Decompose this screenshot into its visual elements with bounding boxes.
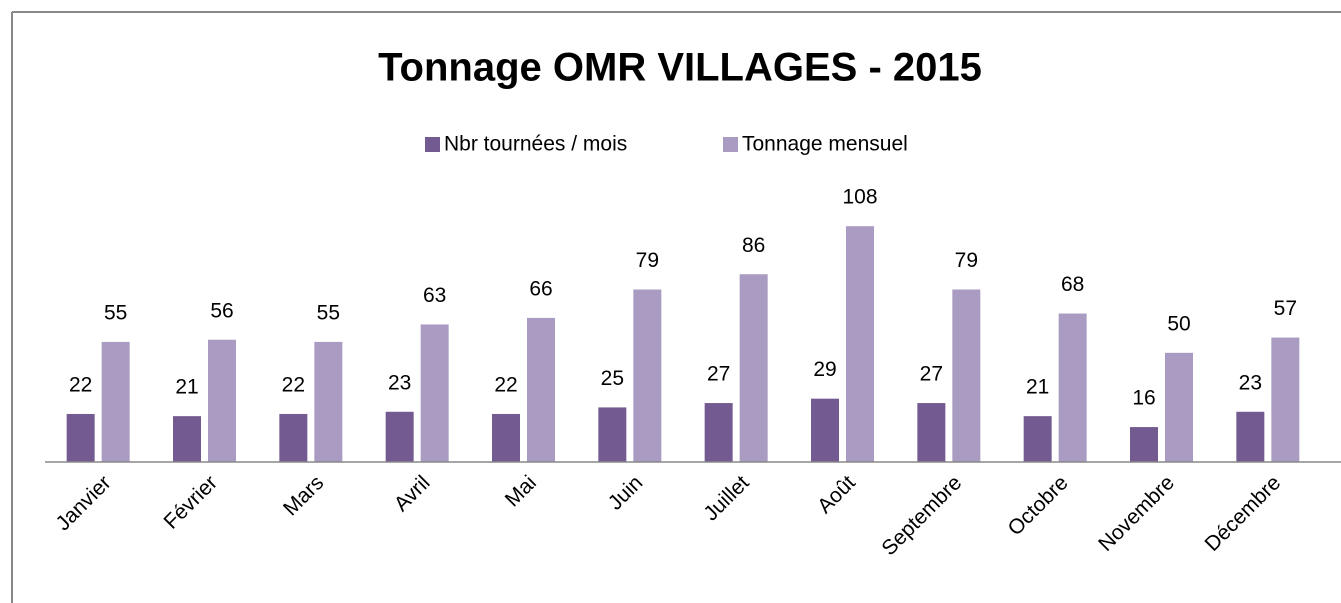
x-tick-label: Mars [279,471,328,520]
value-label: 63 [423,284,446,307]
value-label: 22 [282,374,305,397]
value-label: 22 [494,374,517,397]
bar [917,403,946,462]
bar [704,403,733,462]
x-tick-label: Juin [604,471,648,515]
value-label: 79 [955,249,978,272]
value-label: 23 [1239,371,1262,394]
value-label: 23 [388,371,411,394]
bar [1271,337,1300,462]
value-label: 56 [210,299,233,322]
chart-title: Tonnage OMR VILLAGES - 2015 [378,46,982,90]
value-label: 22 [69,374,92,397]
bar [1130,427,1158,462]
value-label: 27 [920,363,943,386]
x-tick-label: Avril [390,471,435,516]
bar [208,339,236,462]
bar [598,407,627,462]
value-label: 86 [742,234,765,257]
value-label: 55 [317,301,340,324]
bar [101,341,130,462]
value-label: 108 [842,186,877,209]
bar [952,289,981,462]
value-label: 29 [813,358,836,381]
value-label: 50 [1167,312,1190,335]
value-label: 16 [1132,387,1155,410]
bar [66,413,95,462]
x-tick-label: Septembre [877,471,966,560]
legend-label: Nbr tournées / mois [444,133,627,156]
bar [527,317,555,462]
value-label: 27 [707,363,730,386]
value-label: 55 [104,301,127,324]
bar [633,289,662,462]
value-label: 25 [601,367,624,390]
bar [1023,416,1052,462]
legend-label: Tonnage mensuel [742,133,908,156]
bar [492,413,520,462]
bar [846,226,874,462]
value-label: 79 [636,249,659,272]
value-label: 57 [1274,297,1297,320]
value-label: 21 [175,376,198,399]
value-label: 66 [529,277,552,300]
bar [385,411,414,462]
x-tick-label: Octobre [1004,471,1073,540]
x-tick-label: Décembre [1201,471,1286,556]
bar [420,324,449,462]
bar [1236,411,1265,462]
x-tick-label: Juillet [699,471,753,525]
x-tick-label: Mai [501,471,541,511]
x-tick-label: Août [813,471,860,518]
bar [279,413,308,462]
x-tick-label: Janvier [51,471,115,535]
x-tick-label: Novembre [1094,471,1179,556]
bar [739,274,768,462]
x-tick-label: Février [159,471,221,533]
bar [173,416,201,462]
value-label: 68 [1061,273,1084,296]
bar [1165,352,1193,462]
bar [314,341,343,462]
bar [811,398,839,462]
bar [1058,313,1087,462]
legend-swatch [723,137,738,152]
value-label: 21 [1026,376,1049,399]
legend-swatch [425,137,440,152]
